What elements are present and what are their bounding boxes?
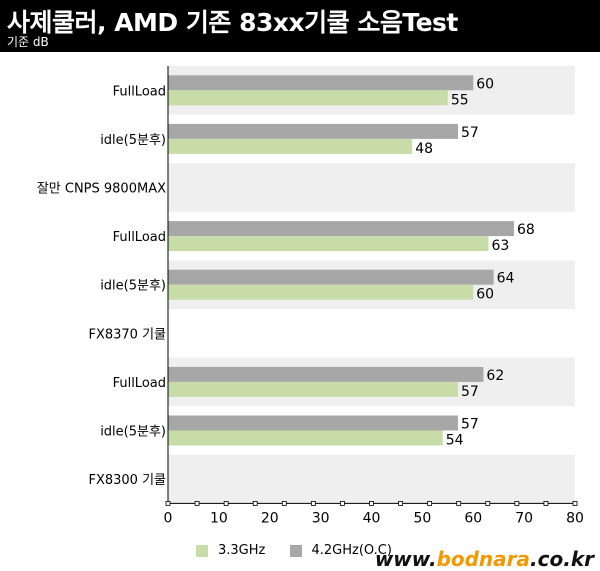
watermark: www.bodnara.co.kr xyxy=(375,547,594,571)
legend-item-b: 4.2GHz(O.C) xyxy=(289,543,392,558)
x-tick-label: 40 xyxy=(363,510,381,526)
row-band xyxy=(168,454,575,504)
bar-3.3ghz xyxy=(168,90,448,106)
data-label-3.3ghz: 60 xyxy=(476,287,494,303)
bar-4.2ghz xyxy=(168,366,484,382)
bar-4.2ghz xyxy=(168,415,458,431)
x-tick-label: 30 xyxy=(312,510,330,526)
category-label: FX8300 기쿨 xyxy=(88,473,166,488)
axis-marker xyxy=(194,500,200,506)
axis-marker xyxy=(369,500,374,506)
bar-4.2ghz xyxy=(168,269,494,285)
data-label-4.2ghz: 60 xyxy=(476,76,494,92)
legend: 3.3GHz 4.2GHz(O.C) xyxy=(196,543,412,561)
data-label-4.2ghz: 62 xyxy=(486,368,504,384)
axis-marker xyxy=(398,500,403,506)
bar-3.3ghz xyxy=(168,430,443,446)
legend-label-b: 4.2GHz(O.C) xyxy=(311,543,392,558)
data-label-3.3ghz: 63 xyxy=(492,238,510,254)
x-tick-label: 0 xyxy=(164,510,173,526)
category-label: FX8370 기쿨 xyxy=(88,327,166,342)
x-tick-label: 70 xyxy=(515,510,533,526)
axis-marker xyxy=(310,500,316,506)
category-label: FullLoad xyxy=(113,230,166,245)
axis-marker xyxy=(223,500,229,506)
bar-4.2ghz xyxy=(168,221,514,237)
data-label-4.2ghz: 64 xyxy=(497,271,515,287)
bar-4.2ghz xyxy=(168,75,474,91)
bar-chart: FullLoad 60 55 idle(5분후) 57 48 잘만 CNPS 9800MAX… xyxy=(37,66,584,526)
legend-swatch-b xyxy=(289,544,302,557)
x-tick-label: 80 xyxy=(566,510,584,526)
watermark-prefix: www. xyxy=(374,547,437,571)
bar-4.2ghz xyxy=(168,123,458,139)
legend-item-a: 3.3GHz xyxy=(196,543,265,558)
data-label-3.3ghz: 57 xyxy=(461,384,479,400)
category-label: 잘만 CNPS 9800MAX xyxy=(37,182,166,197)
chart-subtitle: 기준 dB xyxy=(7,35,49,49)
legend-label-a: 3.3GHz xyxy=(218,543,266,558)
row-band xyxy=(168,163,575,212)
bar-3.3ghz xyxy=(168,236,489,252)
watermark-suffix: .co.kr xyxy=(530,547,594,571)
axis-marker xyxy=(572,500,578,506)
axis-marker xyxy=(485,500,491,506)
category-label: idle(5분후) xyxy=(100,279,166,294)
axis-marker xyxy=(543,500,549,506)
legend-swatch-a xyxy=(196,544,208,557)
x-tick-label: 10 xyxy=(210,510,228,526)
bar-3.3ghz xyxy=(168,138,413,154)
axis-marker xyxy=(340,500,345,506)
data-label-4.2ghz: 57 xyxy=(461,417,479,433)
axis-marker xyxy=(281,500,287,506)
data-label-4.2ghz: 68 xyxy=(517,222,535,238)
axis-marker xyxy=(427,500,433,506)
category-label: FullLoad xyxy=(113,84,166,99)
category-label: idle(5분후) xyxy=(100,425,166,440)
axis-marker xyxy=(514,500,520,506)
axis-marker xyxy=(252,500,258,506)
data-label-3.3ghz: 55 xyxy=(451,92,469,108)
chart-title: 사제쿨러, AMD 기존 83xx기쿨 소음Test xyxy=(7,8,458,37)
watermark-brand: bodnara xyxy=(436,547,531,571)
axis-marker xyxy=(165,500,171,506)
x-tick-label: 50 xyxy=(413,510,431,526)
category-label: idle(5분후) xyxy=(100,133,166,148)
data-label-3.3ghz: 54 xyxy=(446,433,464,449)
data-label-3.3ghz: 48 xyxy=(415,141,433,157)
bar-3.3ghz xyxy=(168,284,474,300)
bar-3.3ghz xyxy=(168,381,458,397)
x-tick-label: 60 xyxy=(464,510,482,526)
axis-marker xyxy=(456,500,462,506)
data-label-4.2ghz: 57 xyxy=(461,125,479,141)
category-label: FullLoad xyxy=(113,376,166,391)
x-tick-label: 20 xyxy=(261,510,279,526)
title-bar: 사제쿨러, AMD 기존 83xx기쿨 소음Test 기준 dB xyxy=(0,0,600,52)
